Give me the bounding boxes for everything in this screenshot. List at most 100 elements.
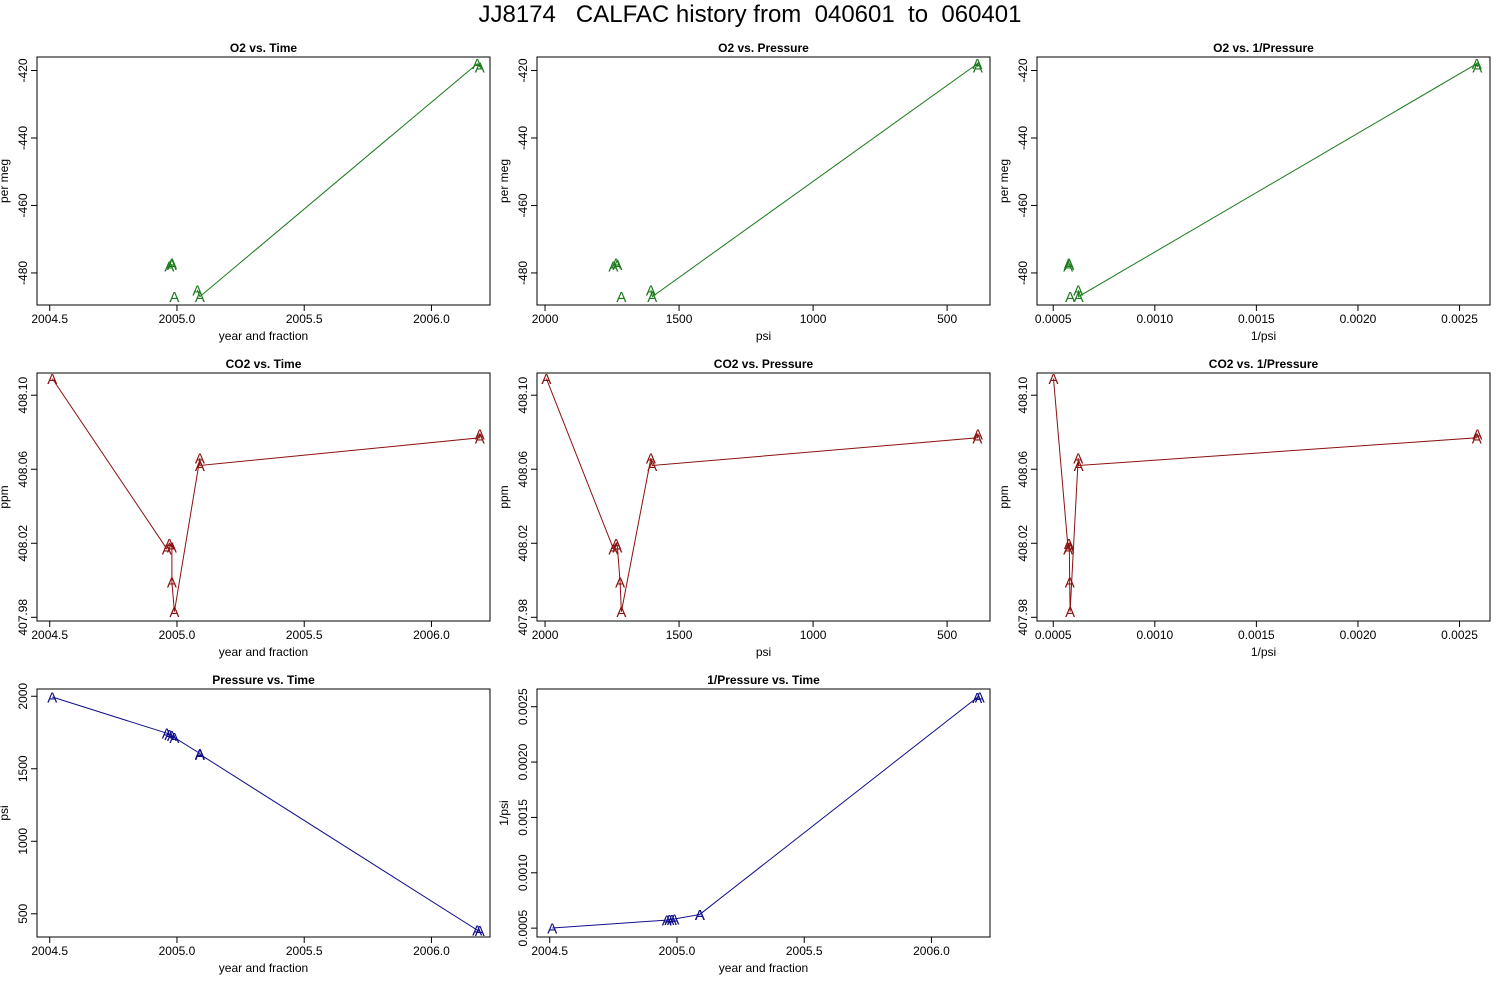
chart-o2-vs-pressure-point-2: A — [612, 257, 622, 274]
chart-o2-vs-pressure-point-1: A — [611, 255, 621, 272]
chart-o2-vs-1-pressure-xtick-label-1: 0.0010 — [1136, 312, 1173, 326]
chart-co2-vs-1-pressure-ytick-label-3: 408.10 — [1016, 377, 1030, 414]
chart-co2-vs-time-frame — [36, 372, 491, 622]
chart-co2-vs-time-point-8: A — [475, 430, 485, 447]
chart-pressure-vs-time-point-2: A — [164, 727, 174, 744]
chart-o2-vs-pressure-xtick-label-1: 1500 — [666, 312, 693, 326]
chart-co2-vs-pressure-ytick-label-2: 408.06 — [516, 451, 530, 488]
chart-pressure-vs-time-ytick-label-0: 500 — [16, 903, 30, 923]
chart-pressure-vs-time-point-4: A — [169, 730, 179, 747]
chart-1-pressure-vs-time-point-8: A — [975, 689, 985, 706]
chart-o2-vs-pressure-point-6: A — [972, 56, 982, 73]
chart-1-pressure-vs-time-xlabel: year and fraction — [719, 961, 808, 975]
chart-co2-vs-pressure-xtick-label-0: 2000 — [532, 628, 559, 642]
chart-o2-vs-1-pressure-point-3: A — [1065, 289, 1075, 306]
chart-pressure-vs-time-ytick-label-2: 1500 — [16, 755, 30, 782]
chart-o2-vs-time-point-7: A — [475, 60, 485, 77]
chart-o2-vs-1-pressure-ytick-label-1: -440 — [1016, 126, 1030, 150]
chart-co2-vs-time-xtick-label-2: 2005.5 — [286, 628, 323, 642]
chart-pressure-vs-time-point-5: A — [195, 746, 205, 763]
chart-1-pressure-vs-time-ytick-label-1: 0.0010 — [516, 854, 530, 891]
chart-o2-vs-1-pressure-point-1: A — [1064, 255, 1074, 272]
chart-o2-vs-time-xtick-label-1: 2005.0 — [159, 312, 196, 326]
chart-co2-vs-pressure-point-9: A — [973, 427, 983, 444]
chart-pressure-vs-time-point-3: A — [167, 728, 177, 745]
chart-co2-vs-pressure-ytick-label-1: 408.02 — [516, 525, 530, 562]
chart-o2-vs-time-point-4: A — [192, 282, 202, 299]
chart-co2-vs-time: CO2 vs. Time 2004.5 2005.0 2005.5 2006.0 407.… — [0, 357, 491, 659]
chart-co2-vs-1-pressure-point-5: A — [1065, 604, 1075, 621]
chart-o2-vs-pressure-point-5: A — [647, 289, 657, 306]
chart-1-pressure-vs-time-ytick-label-3: 0.0020 — [516, 743, 530, 780]
chart-o2-vs-time-point-5: A — [195, 289, 205, 306]
chart-co2-vs-pressure-point-4: A — [615, 575, 625, 592]
chart-1-pressure-vs-time-xtick-label-3: 2006.0 — [913, 944, 950, 958]
chart-1-pressure-vs-time-point-6: A — [695, 907, 705, 924]
chart-co2-vs-1-pressure-point-9: A — [1472, 427, 1482, 444]
chart-pressure-vs-time-ytick-label-3: 2000 — [16, 683, 30, 710]
chart-pressure-vs-time-point-7: A — [472, 923, 482, 940]
chart-o2-vs-pressure-xtick-label-0: 2000 — [532, 312, 559, 326]
chart-co2-vs-time-point-6: A — [195, 451, 205, 468]
chart-co2-vs-pressure-ytick-label-0: 407.98 — [516, 599, 530, 636]
chart-o2-vs-1-pressure-point-7: A — [1472, 60, 1482, 77]
chart-co2-vs-time-title: CO2 vs. Time — [226, 357, 302, 371]
chart-co2-vs-1-pressure-title: CO2 vs. 1/Pressure — [1209, 357, 1319, 371]
chart-1-pressure-vs-time-xtick-label-2: 2005.5 — [786, 944, 823, 958]
chart-co2-vs-pressure-frame — [536, 372, 991, 622]
chart-co2-vs-1-pressure-ytick-label-2: 408.06 — [1016, 451, 1030, 488]
chart-o2-vs-1-pressure-title: O2 vs. 1/Pressure — [1213, 41, 1314, 55]
chart-o2-vs-pressure-point-4: A — [646, 282, 656, 299]
chart-1-pressure-vs-time-point-5: A — [695, 907, 705, 924]
chart-o2-vs-1-pressure-point-2: A — [1064, 257, 1074, 274]
chart-co2-vs-time-point-1: A — [162, 541, 172, 558]
chart-1-pressure-vs-time-series-line — [552, 696, 980, 929]
chart-co2-vs-1-pressure-point-1: A — [1063, 541, 1073, 558]
chart-co2-vs-pressure-point-3: A — [612, 539, 622, 556]
chart-1-pressure-vs-time-point-0: A — [547, 921, 557, 938]
chart-co2-vs-pressure-point-2: A — [611, 536, 621, 553]
chart-co2-vs-pressure-point-6: A — [646, 451, 656, 468]
chart-1-pressure-vs-time-point-4: A — [669, 911, 679, 928]
chart-co2-vs-1-pressure-xtick-label-0: 0.0005 — [1035, 628, 1072, 642]
chart-co2-vs-time-xtick-label-3: 2006.0 — [413, 628, 450, 642]
chart-co2-vs-pressure-point-7: A — [647, 458, 657, 475]
chart-co2-vs-1-pressure-xtick-label-2: 0.0015 — [1238, 628, 1275, 642]
chart-o2-vs-1-pressure-series-line — [1077, 62, 1478, 298]
chart-o2-vs-pressure-ytick-label-1: -440 — [516, 126, 530, 150]
chart-o2-vs-pressure: O2 vs. Pressure 2000 1500 1000 500 -420 -440 -4… — [497, 41, 991, 343]
chart-co2-vs-pressure-point-1: A — [608, 541, 618, 558]
chart-co2-vs-pressure-xtick-label-1: 1500 — [666, 628, 693, 642]
chart-o2-vs-time-series-line — [196, 62, 481, 298]
chart-co2-vs-time-ytick-label-3: 408.10 — [16, 377, 30, 414]
chart-co2-vs-time-point-7: A — [195, 458, 205, 475]
chart-pressure-vs-time-title: Pressure vs. Time — [212, 673, 315, 687]
chart-o2-vs-time-xtick-label-3: 2006.0 — [413, 312, 450, 326]
chart-co2-vs-time-point-2: A — [164, 536, 174, 553]
chart-co2-vs-pressure-point-5: A — [616, 604, 626, 621]
chart-o2-vs-pressure-ytick-label-0: -420 — [516, 58, 530, 82]
chart-pressure-vs-time-xlabel: year and fraction — [219, 961, 308, 975]
chart-co2-vs-pressure-point-8: A — [972, 430, 982, 447]
chart-o2-vs-time-frame — [36, 56, 491, 306]
chart-co2-vs-time-point-5: A — [169, 604, 179, 621]
chart-1-pressure-vs-time: 1/Pressure vs. Time 2004.5 2005.0 2005.5 200… — [497, 673, 991, 975]
chart-o2-vs-time-xlabel: year and fraction — [219, 329, 308, 343]
chart-pressure-vs-time-xtick-label-3: 2006.0 — [413, 944, 450, 958]
chart-co2-vs-1-pressure-frame — [1036, 372, 1491, 622]
chart-co2-vs-1-pressure-point-8: A — [1472, 430, 1482, 447]
chart-o2-vs-pressure-frame — [536, 56, 991, 306]
chart-o2-vs-pressure-point-3: A — [616, 289, 626, 306]
chart-1-pressure-vs-time-ytick-label-2: 0.0015 — [516, 799, 530, 836]
chart-pressure-vs-time-ytick-label-1: 1000 — [16, 828, 30, 855]
chart-1-pressure-vs-time-ylabel: 1/psi — [497, 800, 511, 825]
chart-co2-vs-1-pressure-ylabel: ppm — [997, 485, 1011, 508]
main-title: JJ8174 CALFAC history from 040601 to 060… — [478, 1, 1022, 28]
chart-co2-vs-1-pressure: CO2 vs. 1/Pressure 0.0005 0.0010 0.0015 0.00… — [997, 357, 1491, 659]
chart-pressure-vs-time-series-line — [52, 696, 480, 931]
chart-o2-vs-1-pressure-point-5: A — [1074, 289, 1084, 306]
chart-pressure-vs-time: Pressure vs. Time 2004.5 2005.0 2005.5 2006.… — [0, 673, 491, 975]
chart-co2-vs-1-pressure-xlabel: 1/psi — [1251, 645, 1276, 659]
chart-o2-vs-time-point-1: A — [167, 255, 177, 272]
